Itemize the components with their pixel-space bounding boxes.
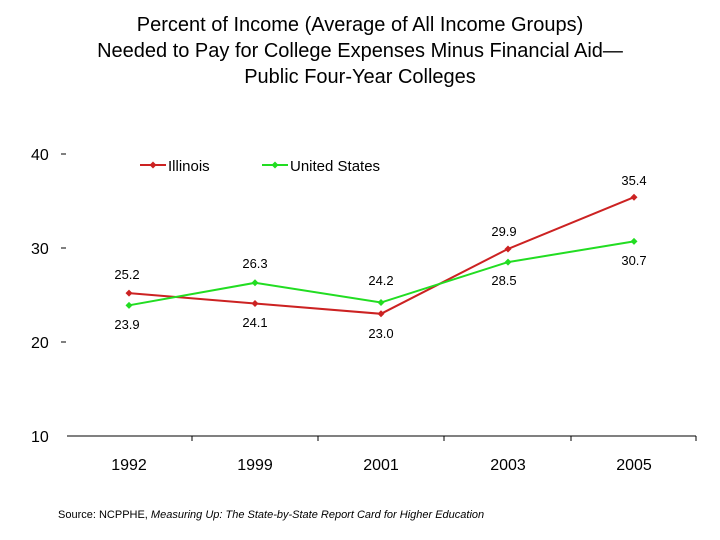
data-label-1-0: 23.9 bbox=[114, 317, 139, 332]
x-tick-label-2003: 2003 bbox=[490, 457, 526, 474]
series-0-point-0 bbox=[125, 289, 133, 297]
data-label-1-3: 28.5 bbox=[491, 273, 516, 288]
y-tick-label-10: 10 bbox=[31, 429, 49, 446]
y-tick-label-20: 20 bbox=[31, 335, 49, 352]
x-tick-label-1999: 1999 bbox=[237, 457, 273, 474]
data-label-0-1: 24.1 bbox=[242, 315, 267, 330]
x-tick-label-1992: 1992 bbox=[111, 457, 147, 474]
data-label-0-0: 25.2 bbox=[114, 267, 139, 282]
data-label-1-4: 30.7 bbox=[621, 253, 646, 268]
x-tick-label-2001: 2001 bbox=[363, 457, 399, 474]
y-tick-label-30: 30 bbox=[31, 241, 49, 258]
series-0-point-4 bbox=[630, 193, 638, 201]
data-label-1-2: 24.2 bbox=[368, 273, 393, 288]
chart-title-line-1: Percent of Income (Average of All Income… bbox=[136, 14, 584, 36]
source-prefix: Source: NCPPHE, bbox=[58, 509, 151, 521]
series-0-point-3 bbox=[504, 245, 512, 253]
series-line-0 bbox=[128, 196, 635, 315]
x-tick-label-2005: 2005 bbox=[616, 457, 652, 474]
series-1-point-2 bbox=[377, 299, 385, 307]
legend-swatch-marker-0 bbox=[149, 161, 157, 169]
data-label-0-2: 23.0 bbox=[368, 326, 393, 341]
series-0-point-1 bbox=[251, 299, 259, 307]
series-1-point-4 bbox=[630, 237, 638, 245]
source-title: Measuring Up: The State-by-State Report … bbox=[150, 509, 485, 521]
y-tick-label-40: 40 bbox=[31, 147, 49, 164]
series-1-point-3 bbox=[504, 258, 512, 266]
data-label-0-3: 29.9 bbox=[491, 224, 516, 239]
chart-title: Percent of Income (Average of All Income… bbox=[0, 12, 720, 90]
series-1-point-0 bbox=[125, 301, 133, 309]
source-note: Source: NCPPHE, Measuring Up: The State-… bbox=[58, 509, 484, 521]
legend-label-0: Illinois bbox=[168, 158, 210, 175]
legend-label-1: United States bbox=[290, 158, 380, 175]
legend-swatch-marker-1 bbox=[271, 161, 279, 169]
data-label-0-4: 35.4 bbox=[621, 173, 646, 188]
data-label-1-1: 26.3 bbox=[242, 256, 267, 271]
series-0-point-2 bbox=[377, 310, 385, 318]
series-1-point-1 bbox=[251, 279, 259, 287]
chart-title-line-2: Needed to Pay for College Expenses Minus… bbox=[97, 40, 623, 62]
chart-title-line-3: Public Four-Year Colleges bbox=[244, 66, 476, 88]
